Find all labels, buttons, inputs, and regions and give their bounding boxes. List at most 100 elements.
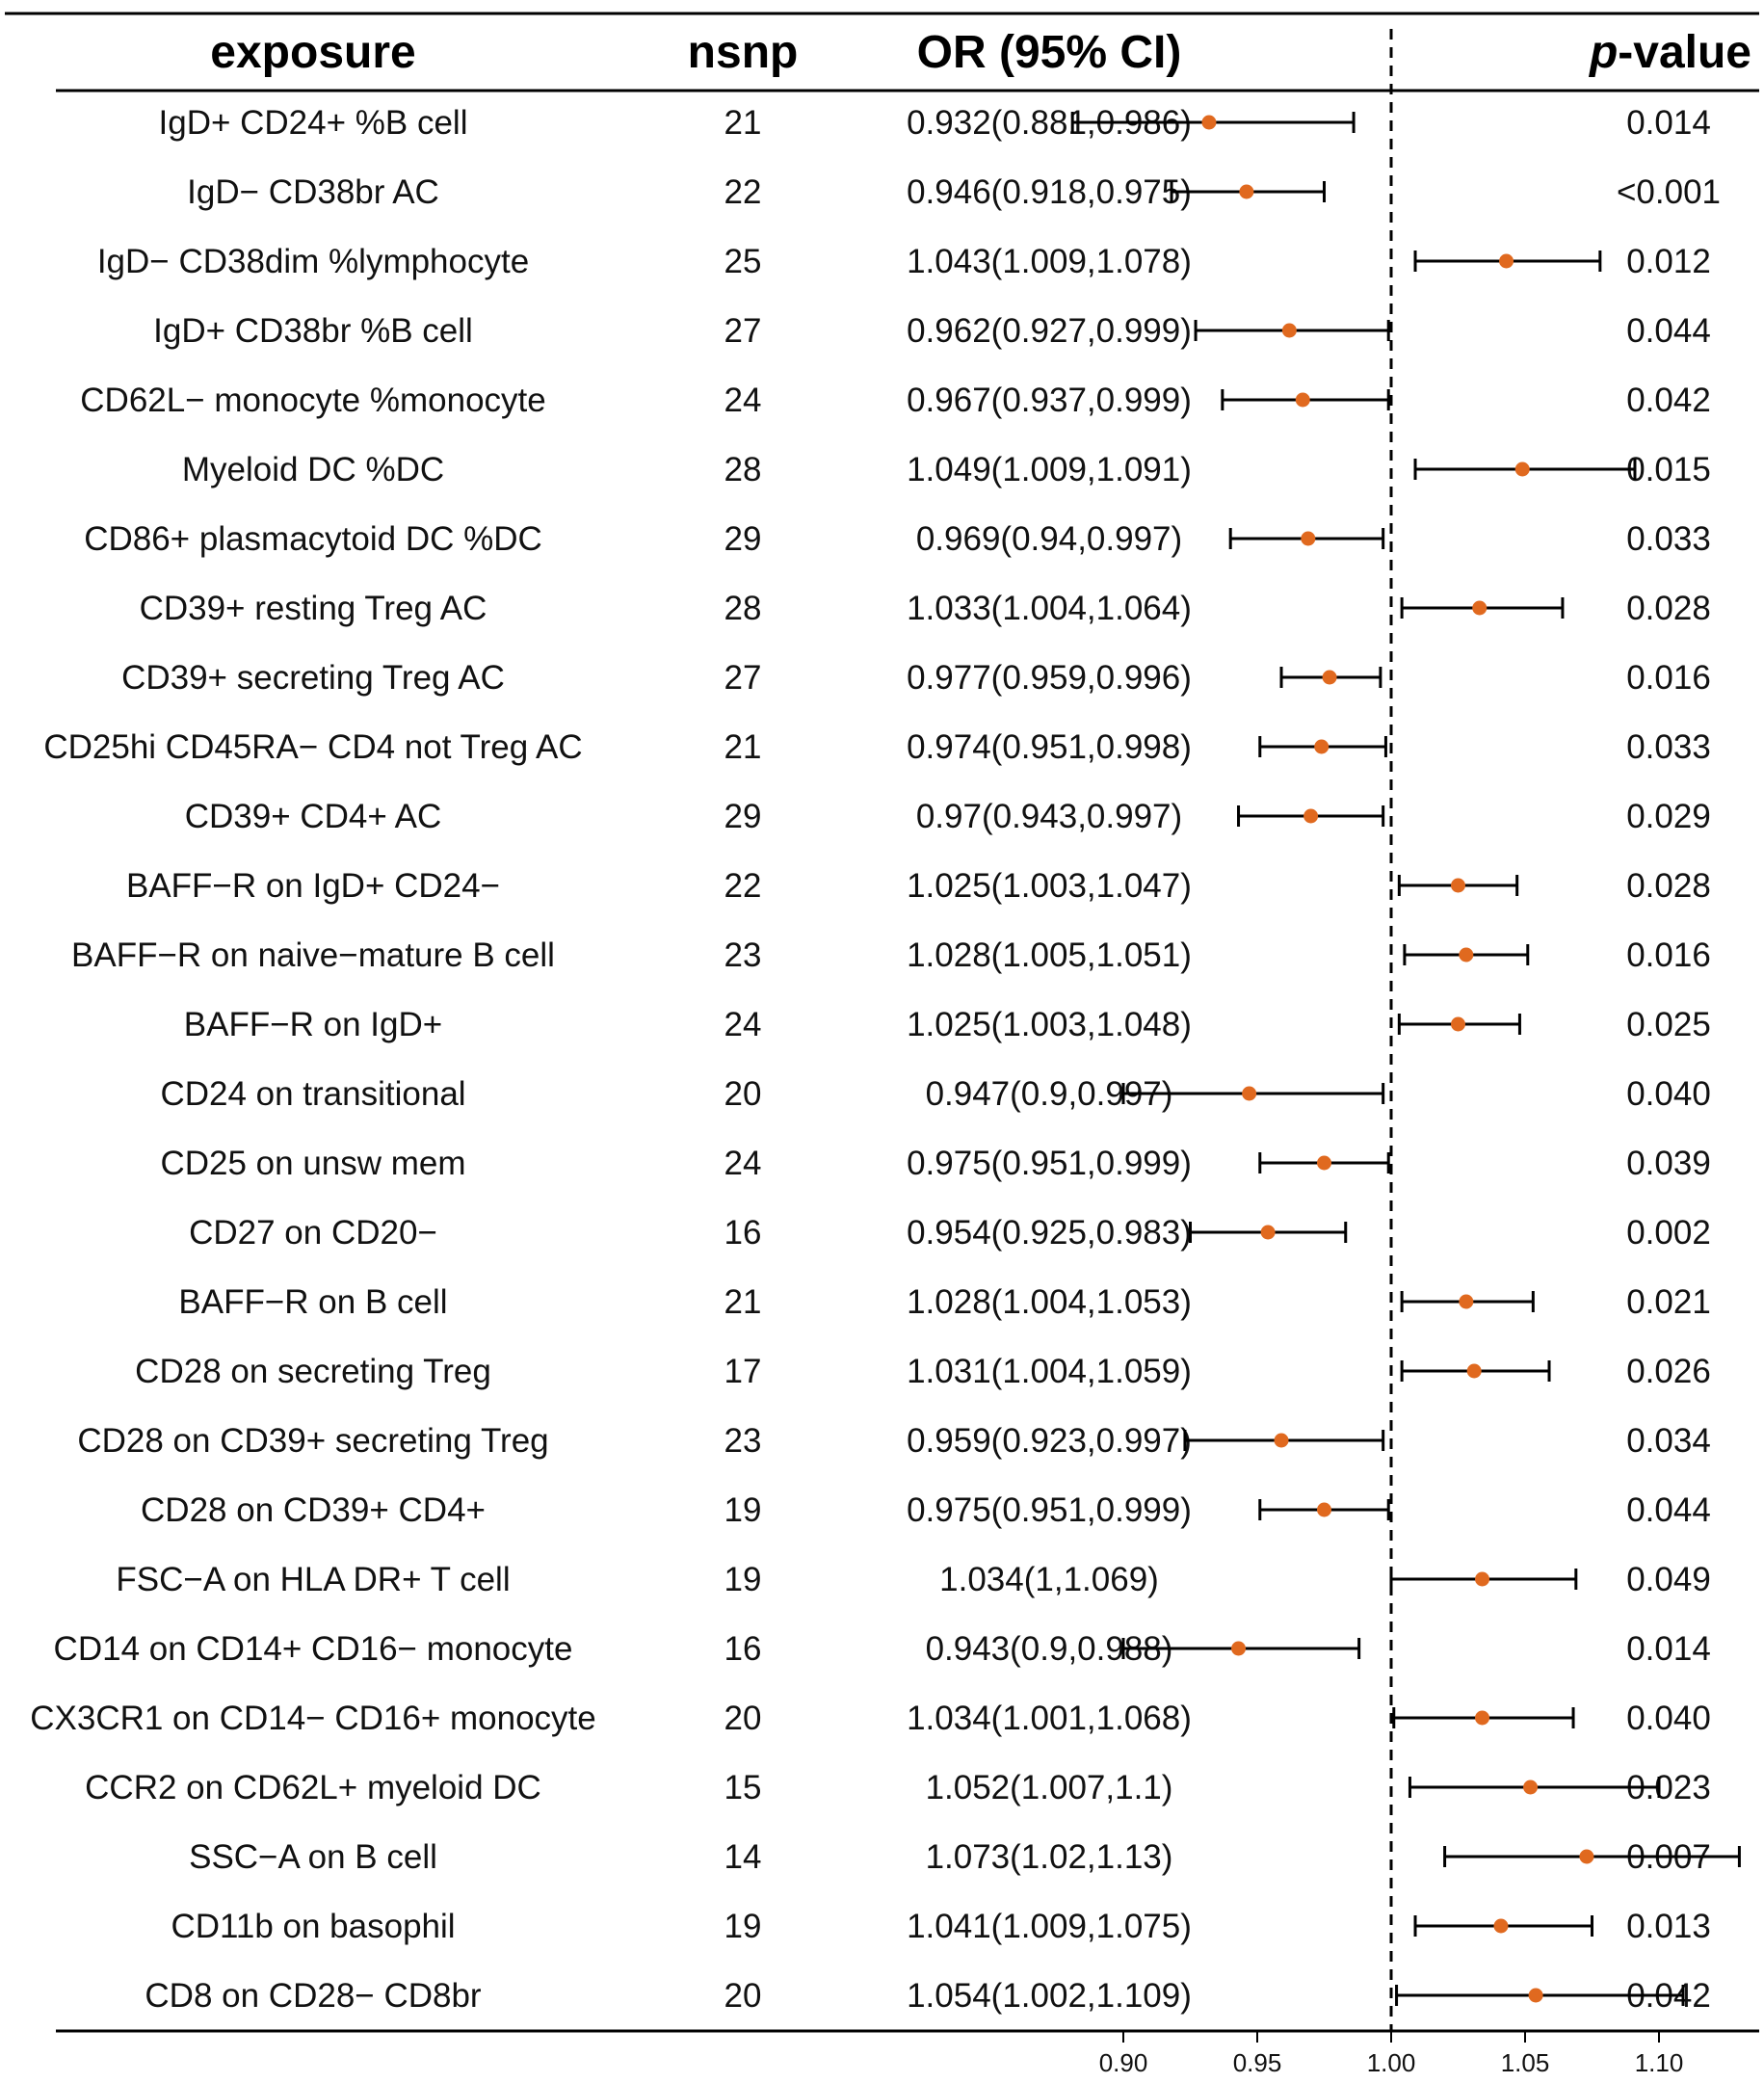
or-ci-value: 1.031(1.004,1.059) [907, 1353, 1192, 1390]
or-point [1295, 392, 1310, 408]
or-point [1322, 670, 1337, 685]
or-point [1301, 531, 1316, 546]
nsnp-value: 27 [724, 659, 762, 697]
exposure-label: CD86+ plasmacytoid DC %DC [84, 520, 542, 558]
p-value: 0.033 [1626, 520, 1711, 558]
or-point [1281, 323, 1297, 338]
table-row: IgD+ CD38br %B cell 27 0.962(0.927,0.999) 0… [153, 312, 1711, 350]
ci-marker [1170, 181, 1326, 202]
header-or-ci: OR (95% CI) [917, 27, 1182, 78]
or-ci-value: 0.97(0.943,0.997) [916, 798, 1182, 835]
p-value: 0.002 [1626, 1214, 1711, 1252]
exposure-label: IgD+ CD24+ %B cell [159, 104, 468, 142]
table-row: CD28 on CD39+ secreting Treg 23 0.959(0.92… [77, 1422, 1710, 1460]
p-value: 0.025 [1626, 1006, 1711, 1043]
exposure-label: CD14 on CD14+ CD16− monocyte [54, 1630, 573, 1668]
nsnp-value: 20 [724, 1977, 762, 2015]
or-ci-value: 0.959(0.923,0.997) [907, 1422, 1192, 1460]
exposure-label: Myeloid DC %DC [182, 451, 444, 488]
ci-marker [1121, 1638, 1361, 1659]
table-row: CD86+ plasmacytoid DC %DC 29 0.969(0.94,0.… [84, 520, 1711, 558]
table-row: CD11b on basophil 19 1.041(1.009,1.075) 0.0… [171, 1908, 1710, 1945]
nsnp-value: 20 [724, 1075, 762, 1113]
table-row: IgD− CD38br AC 22 0.946(0.918,0.975) <0.001 [187, 173, 1721, 211]
header-pvalue-p: p [1588, 27, 1618, 78]
ci-marker [1258, 736, 1387, 757]
or-point [1514, 461, 1530, 477]
table-row: Myeloid DC %DC 28 1.049(1.009,1.091) 0.015 [182, 451, 1711, 488]
or-ci-value: 0.954(0.925,0.983) [907, 1214, 1192, 1252]
nsnp-value: 20 [724, 1700, 762, 1737]
or-point [1303, 808, 1319, 824]
or-point [1493, 1918, 1509, 1934]
or-ci-value: 1.025(1.003,1.047) [907, 867, 1192, 905]
exposure-label: IgD+ CD38br %B cell [153, 312, 473, 350]
table-row: CD39+ CD4+ AC 29 0.97(0.943,0.997) 0.029 [185, 798, 1711, 835]
nsnp-value: 28 [724, 590, 762, 627]
ci-marker [1237, 805, 1385, 827]
nsnp-value: 16 [724, 1630, 762, 1668]
forest-plot-marks [1070, 29, 1741, 2031]
table-row: CD39+ secreting Treg AC 27 0.977(0.959,0.9… [121, 659, 1711, 697]
or-point [1317, 1155, 1331, 1171]
nsnp-value: 23 [724, 936, 762, 974]
header-pvalue: p-value [1588, 27, 1751, 78]
or-ci-value: 1.028(1.004,1.053) [907, 1283, 1192, 1321]
nsnp-value: 17 [724, 1353, 762, 1390]
ci-marker [1279, 667, 1382, 688]
or-ci-value: 1.073(1.02,1.13) [926, 1838, 1173, 1876]
exposure-label: FSC−A on HLA DR+ T cell [116, 1561, 510, 1598]
exposure-label: CD28 on CD39+ CD4+ [141, 1491, 486, 1529]
exposure-label: CD25hi CD45RA− CD4 not Treg AC [43, 728, 582, 766]
ci-marker [1400, 1291, 1535, 1312]
ci-marker [1392, 1707, 1575, 1728]
nsnp-value: 28 [724, 451, 762, 488]
nsnp-value: 14 [724, 1838, 762, 1876]
exposure-label: BAFF−R on IgD+ [184, 1006, 442, 1043]
or-point [1317, 1502, 1331, 1517]
or-point [1274, 1433, 1289, 1448]
exposure-label: BAFF−R on IgD+ CD24− [126, 867, 500, 905]
ci-marker [1258, 1152, 1390, 1173]
p-value: 0.014 [1626, 1630, 1711, 1668]
or-point [1242, 1086, 1257, 1101]
ci-marker [1400, 597, 1565, 619]
p-value: 0.042 [1626, 382, 1711, 419]
p-value: 0.026 [1626, 1353, 1711, 1390]
p-value: 0.034 [1626, 1422, 1711, 1460]
ci-marker [1121, 1083, 1385, 1104]
table-row: CD25hi CD45RA− CD4 not Treg AC 21 0.974(0.… [43, 728, 1710, 766]
nsnp-value: 23 [724, 1422, 762, 1460]
or-point [1459, 1294, 1474, 1309]
nsnp-value: 29 [724, 520, 762, 558]
nsnp-value: 25 [724, 243, 762, 280]
nsnp-value: 21 [724, 728, 762, 766]
or-point [1475, 1571, 1490, 1587]
x-tick-label: 0.95 [1233, 2048, 1282, 2077]
or-point [1260, 1225, 1276, 1240]
exposure-label: SSC−A on B cell [189, 1838, 437, 1876]
ci-marker [1413, 1915, 1593, 1937]
or-ci-value: 1.052(1.007,1.1) [926, 1769, 1173, 1806]
x-tick-label: 1.05 [1501, 2048, 1550, 2077]
or-ci-value: 0.974(0.951,0.998) [907, 728, 1192, 766]
p-value: <0.001 [1617, 173, 1721, 211]
exposure-label: IgD− CD38dim %lymphocyte [97, 243, 529, 280]
p-value: 0.040 [1626, 1075, 1711, 1113]
table-row: CX3CR1 on CD14− CD16+ monocyte 20 1.034(1.… [30, 1700, 1711, 1737]
or-ci-value: 1.041(1.009,1.075) [907, 1908, 1192, 1945]
nsnp-value: 19 [724, 1908, 762, 1945]
exposure-label: CD24 on transitional [160, 1075, 465, 1113]
p-value: 0.033 [1626, 728, 1711, 766]
exposure-label: CD28 on CD39+ secreting Treg [77, 1422, 548, 1460]
table-row: FSC−A on HLA DR+ T cell 19 1.034(1,1.069) 0… [116, 1561, 1710, 1598]
exposure-label: CD39+ secreting Treg AC [121, 659, 505, 697]
table-row: IgD+ CD24+ %B cell 21 0.932(0.881,0.986) 0.… [159, 104, 1711, 142]
nsnp-value: 24 [724, 382, 762, 419]
p-value: 0.028 [1626, 867, 1711, 905]
header-exposure: exposure [210, 27, 415, 78]
p-value: 0.012 [1626, 243, 1711, 280]
ci-marker [1189, 1222, 1348, 1243]
table-row: CD28 on secreting Treg 17 1.031(1.004,1.05… [135, 1353, 1711, 1390]
